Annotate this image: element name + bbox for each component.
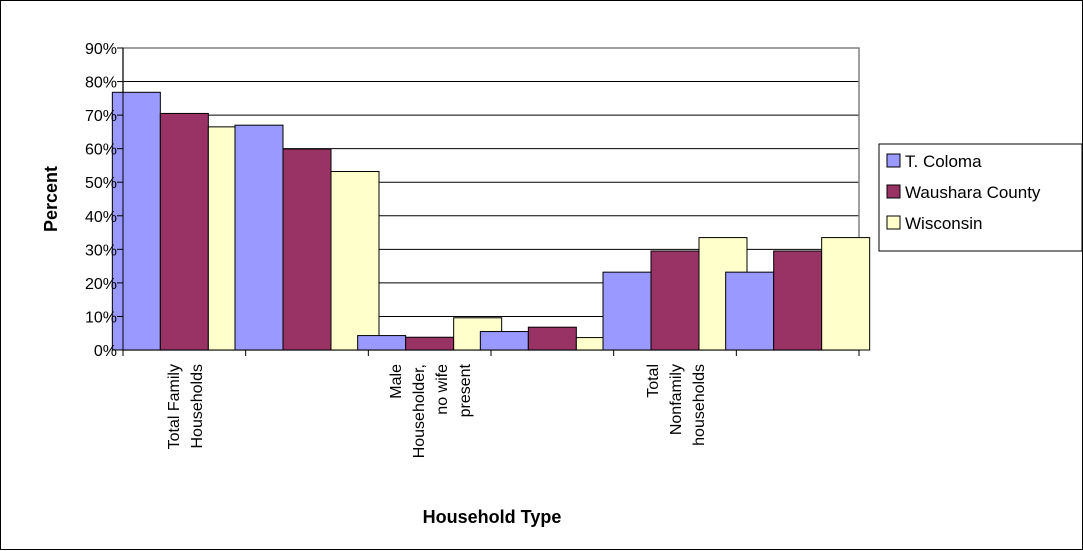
bar-t-coloma [725, 271, 775, 351]
x-tick-label: Total Nonfamily households [645, 364, 708, 446]
y-tick-labels: 0% 10% 20% 30% 40% 50% 60% 70% 80% 90% [85, 41, 117, 360]
y-tick-label: 60% [85, 142, 117, 159]
legend-swatch [886, 215, 901, 230]
y-tick-label: 40% [85, 209, 117, 226]
legend-box [878, 143, 1083, 252]
x-tick-label: Total Family Households [166, 364, 206, 449]
x-tick-label: Male Householder, no wife present [388, 363, 474, 458]
bar-waushara-county [405, 336, 455, 351]
y-tick-label: 0% [94, 343, 117, 360]
y-tick-label: 90% [85, 41, 117, 58]
bars [111, 91, 871, 351]
y-tick-label: 70% [85, 108, 117, 125]
legend-label: Waushara County [905, 183, 1041, 202]
bar-t-coloma [357, 335, 407, 351]
bar-waushara-county [527, 326, 577, 351]
axes [117, 47, 860, 356]
bar-wisconsin [330, 170, 380, 351]
bar-waushara-county [282, 148, 332, 351]
bar-waushara-county [650, 250, 700, 351]
legend-swatch [886, 153, 901, 168]
legend-swatch [886, 184, 901, 199]
bar-t-coloma [479, 331, 529, 351]
bar-waushara-county [159, 112, 209, 351]
bar-waushara-county [773, 250, 823, 351]
x-tick-labels: Total Family Households Male Householder, no… [166, 363, 708, 458]
legend: T. Coloma Waushara County Wisconsin [878, 143, 1083, 252]
legend-label: T. Coloma [905, 152, 982, 171]
bar-t-coloma [602, 271, 652, 351]
y-tick-label: 80% [85, 75, 117, 92]
bar-wisconsin [821, 237, 871, 351]
bar-t-coloma [111, 91, 161, 351]
bar-t-coloma [234, 124, 284, 351]
y-tick-label: 50% [85, 175, 117, 192]
x-axis-title: Household Type [423, 507, 562, 527]
y-axis-title: Percent [41, 166, 61, 232]
y-tick-label: 20% [85, 276, 117, 293]
y-tick-label: 10% [85, 309, 117, 326]
legend-label: Wisconsin [905, 214, 982, 233]
y-tick-label: 30% [85, 242, 117, 259]
